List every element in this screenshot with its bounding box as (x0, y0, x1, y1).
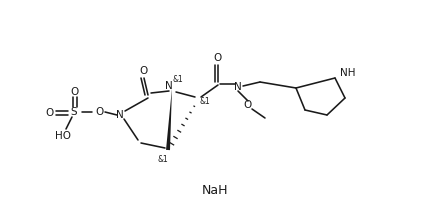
Text: HO: HO (55, 131, 71, 141)
Text: N: N (165, 81, 173, 91)
Text: N: N (234, 82, 242, 92)
Text: S: S (71, 107, 78, 117)
Text: O: O (96, 107, 104, 117)
Text: &1: &1 (173, 75, 183, 84)
Text: O: O (140, 66, 148, 76)
Text: O: O (244, 100, 252, 110)
Text: NH: NH (340, 68, 355, 78)
Text: O: O (46, 108, 54, 118)
Text: O: O (214, 53, 222, 63)
Text: NaH: NaH (202, 184, 228, 197)
Text: N: N (116, 110, 124, 120)
Text: &1: &1 (200, 97, 210, 106)
Polygon shape (166, 88, 172, 150)
Text: O: O (71, 87, 79, 97)
Text: &1: &1 (158, 156, 168, 165)
